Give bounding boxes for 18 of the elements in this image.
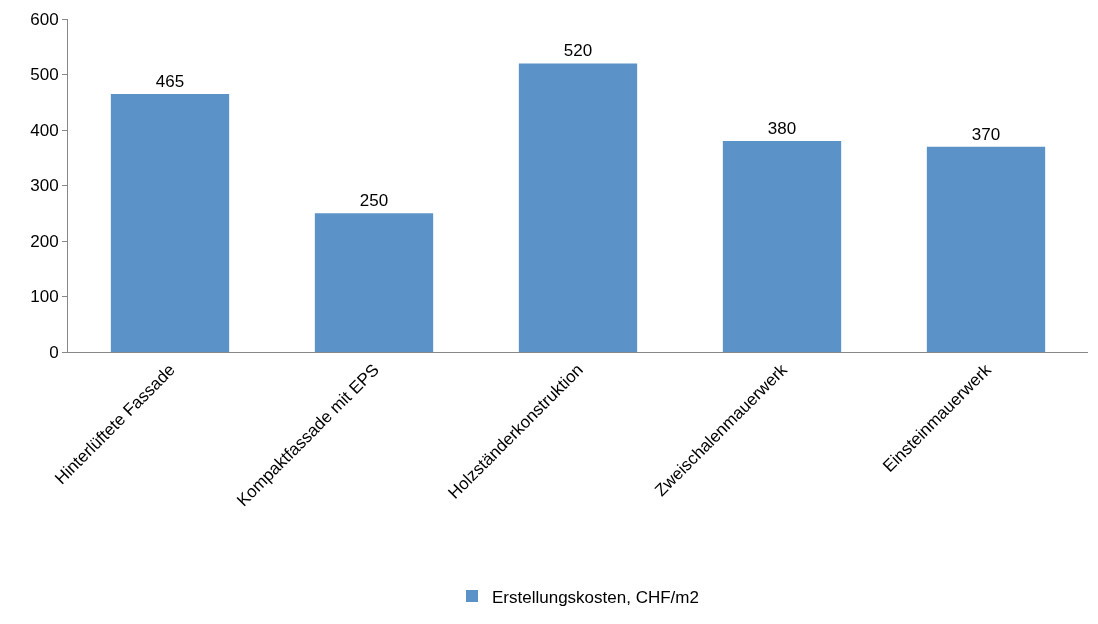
data-label: 250 [359, 191, 389, 211]
legend-label: Erstellungskosten, CHF/m2 [492, 587, 699, 607]
bar [926, 146, 1046, 352]
y-tick-label: 0 [49, 342, 59, 362]
bar [518, 63, 638, 352]
y-tick-label: 300 [30, 176, 59, 196]
data-label: 465 [155, 71, 185, 91]
y-tick-label: 200 [30, 231, 59, 251]
y-tick-label: 100 [30, 287, 59, 307]
y-tick-label: 500 [30, 65, 59, 85]
y-tick-label: 600 [30, 9, 59, 29]
bar [110, 93, 230, 352]
data-label: 370 [971, 124, 1001, 144]
y-tick-label: 400 [30, 120, 59, 140]
bar [314, 213, 434, 352]
bar [722, 141, 842, 352]
data-label: 520 [563, 41, 593, 61]
data-label: 380 [767, 119, 797, 139]
